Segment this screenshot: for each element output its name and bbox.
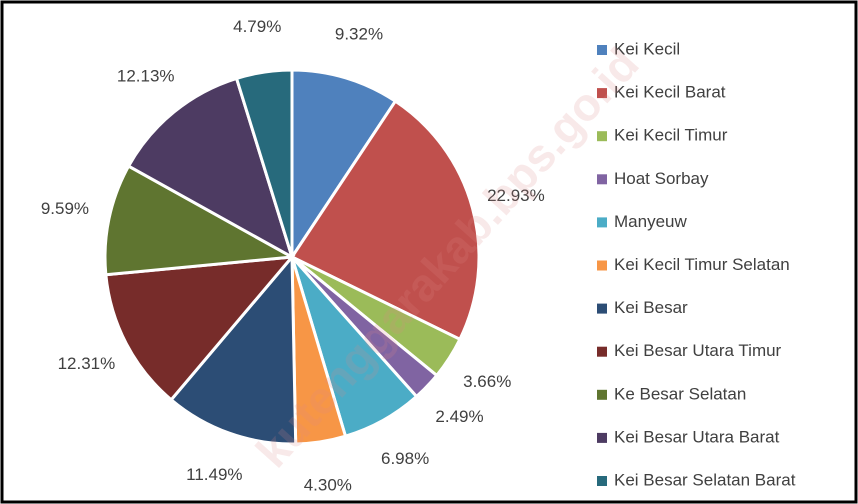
data-label: 2.49% xyxy=(435,407,483,426)
pie-slice xyxy=(126,76,295,261)
data-label: 6.98% xyxy=(381,449,429,468)
legend-label: Kei Kecil Timur xyxy=(614,126,728,145)
data-label: 22.93% xyxy=(487,186,545,205)
legend-label: Kei Kecil Timur Selatan xyxy=(614,255,790,274)
legend-swatch xyxy=(597,174,607,185)
legend-swatch xyxy=(597,346,607,357)
legend-label: Hoat Sorbay xyxy=(614,169,709,188)
data-label: 4.79% xyxy=(233,17,281,36)
legend-swatch xyxy=(597,45,607,55)
legend-label: Kei Kecil xyxy=(614,39,680,58)
legend-label: Kei Besar Utara Barat xyxy=(614,427,780,446)
data-label: 12.13% xyxy=(117,66,175,85)
pie-slice xyxy=(234,68,294,258)
pie-slice xyxy=(290,68,398,262)
legend-label: Kei Besar xyxy=(614,298,688,317)
legend-swatch xyxy=(597,476,607,486)
legend-swatch xyxy=(597,432,607,443)
legend-swatch xyxy=(597,260,607,271)
data-label: 11.49% xyxy=(186,465,242,484)
pie-slice xyxy=(169,252,298,446)
legend-label: Manyeuw xyxy=(614,212,687,231)
legend-label: Kei Besar Utara Timur xyxy=(614,341,782,360)
pie-slice xyxy=(104,255,296,402)
data-label: 4.30% xyxy=(304,476,352,495)
legend-swatch xyxy=(597,131,607,142)
data-label: 9.59% xyxy=(41,199,89,218)
data-label: 12.31% xyxy=(58,354,116,373)
legend-label: Ke Besar Selatan xyxy=(614,384,746,403)
data-label: 3.66% xyxy=(463,372,511,391)
legend-label: Kei Besar Selatan Barat xyxy=(614,470,796,489)
legend-swatch xyxy=(597,303,607,314)
legend-label: Kei Kecil Barat xyxy=(614,83,726,102)
pie-slice xyxy=(103,164,297,277)
legend-swatch xyxy=(597,88,607,99)
data-label: 9.32% xyxy=(335,24,383,43)
legend-swatch xyxy=(597,389,607,400)
legend-swatch xyxy=(597,217,607,228)
